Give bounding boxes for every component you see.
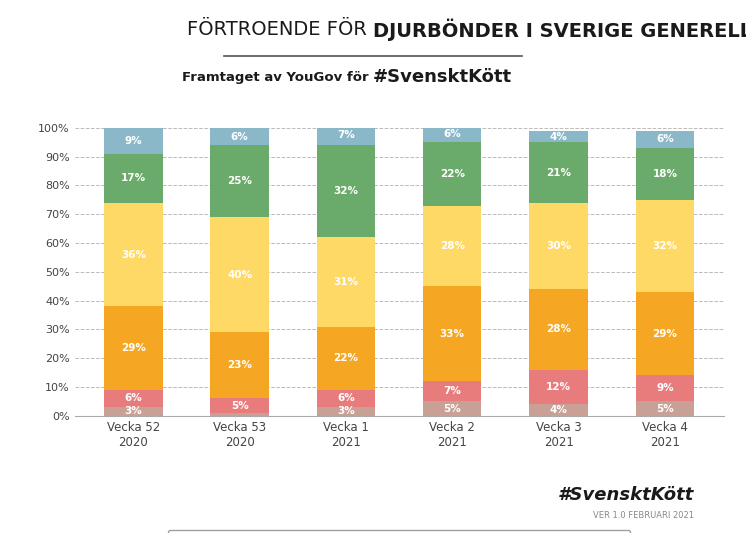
Text: 32%: 32%	[653, 241, 677, 251]
Bar	[317, 327, 375, 390]
Text: 6%: 6%	[443, 128, 461, 139]
Text: 4%: 4%	[550, 405, 568, 415]
Text: 3%: 3%	[125, 407, 142, 416]
Bar	[530, 289, 588, 370]
Bar	[317, 125, 375, 145]
Text: 12%: 12%	[546, 382, 571, 392]
Bar	[104, 306, 163, 390]
Text: 17%: 17%	[121, 173, 146, 183]
Text: 22%: 22%	[439, 169, 465, 179]
Text: 28%: 28%	[546, 325, 571, 334]
Text: 7%: 7%	[337, 130, 355, 140]
Bar	[210, 145, 269, 217]
Text: 4%: 4%	[550, 132, 568, 142]
Text: 36%: 36%	[121, 249, 145, 260]
Bar	[104, 203, 163, 306]
Bar	[104, 154, 163, 203]
Text: 9%: 9%	[125, 136, 142, 146]
Bar	[423, 125, 481, 142]
Bar	[530, 404, 588, 416]
Bar	[423, 381, 481, 401]
Text: 18%: 18%	[653, 169, 677, 179]
Text: 25%: 25%	[227, 176, 252, 186]
Text: 3%: 3%	[337, 407, 355, 416]
Bar	[636, 292, 694, 375]
Bar	[530, 370, 588, 404]
Text: 22%: 22%	[333, 353, 359, 363]
Bar	[210, 217, 269, 332]
Text: 40%: 40%	[227, 270, 252, 280]
Bar	[530, 203, 588, 289]
Bar	[210, 128, 269, 145]
Bar	[210, 332, 269, 399]
Bar	[104, 390, 163, 407]
Bar	[423, 142, 481, 206]
Text: 21%: 21%	[546, 167, 571, 177]
Legend: Vet ej, 5 Mycket stort förtroende, 4, 3, 2, 1 Inget förtroende alls: Vet ej, 5 Mycket stort förtroende, 4, 3,…	[168, 530, 630, 533]
Bar	[317, 407, 375, 416]
Bar	[636, 148, 694, 200]
Text: Framtaget av YouGov för: Framtaget av YouGov för	[182, 71, 373, 84]
Bar	[104, 407, 163, 416]
Bar	[636, 375, 694, 401]
Bar	[636, 131, 694, 148]
Bar	[423, 206, 481, 286]
Text: VER 1.0 FEBRUARI 2021: VER 1.0 FEBRUARI 2021	[593, 511, 694, 520]
Bar	[530, 131, 588, 142]
Bar	[210, 399, 269, 413]
Text: 31%: 31%	[333, 277, 359, 287]
Text: 30%: 30%	[546, 241, 571, 251]
Bar	[317, 390, 375, 407]
Text: 29%: 29%	[121, 343, 145, 353]
Bar	[317, 237, 375, 327]
Bar	[317, 145, 375, 237]
Bar	[636, 401, 694, 416]
Text: #SvensktKött: #SvensktKött	[557, 486, 694, 504]
Text: 5%: 5%	[231, 401, 248, 410]
Text: #SvensktKött: #SvensktKött	[373, 68, 512, 86]
Text: FÖRTROENDE FÖR: FÖRTROENDE FÖR	[187, 20, 373, 39]
Text: 29%: 29%	[653, 329, 677, 338]
Text: 6%: 6%	[656, 134, 674, 144]
Text: 6%: 6%	[125, 393, 142, 403]
Bar	[636, 200, 694, 292]
Text: 6%: 6%	[337, 393, 355, 403]
Text: 9%: 9%	[656, 383, 674, 393]
Text: 23%: 23%	[227, 360, 252, 370]
Text: 32%: 32%	[333, 186, 359, 196]
Bar	[530, 142, 588, 203]
Text: 5%: 5%	[443, 403, 461, 414]
Text: 28%: 28%	[439, 241, 465, 251]
Text: 6%: 6%	[231, 132, 248, 142]
Text: 7%: 7%	[443, 386, 461, 396]
Bar	[423, 286, 481, 381]
Bar	[210, 413, 269, 416]
Text: 5%: 5%	[656, 403, 674, 414]
Bar	[423, 401, 481, 416]
Bar	[104, 128, 163, 154]
Text: DJURBÖNDER I SVERIGE GENERELLT: DJURBÖNDER I SVERIGE GENERELLT	[373, 18, 746, 41]
Text: 33%: 33%	[439, 329, 465, 338]
